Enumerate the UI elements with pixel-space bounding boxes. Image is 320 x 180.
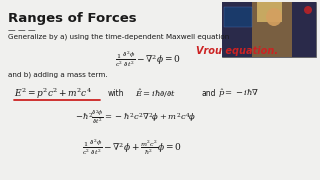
Circle shape — [304, 6, 312, 14]
Text: $E^2 = p^2c^2 + m^2c^4$: $E^2 = p^2c^2 + m^2c^4$ — [14, 87, 92, 101]
Bar — [257, 2, 282, 22]
Bar — [222, 2, 316, 57]
Text: $\frac{1}{c^2}\frac{\partial^2\phi}{\partial t^2} - \nabla^2\phi + \frac{m^2c^2}: $\frac{1}{c^2}\frac{\partial^2\phi}{\par… — [82, 137, 182, 157]
Text: $\hat{E} = i\hbar\partial/\partial t$: $\hat{E} = i\hbar\partial/\partial t$ — [135, 87, 176, 100]
Text: — — —: — — — — [8, 26, 36, 35]
Text: Ranges of Forces: Ranges of Forces — [8, 12, 137, 25]
Text: Vrou equation.: Vrou equation. — [196, 46, 278, 56]
Text: and: and — [202, 89, 217, 98]
Text: $\frac{1}{c^2}\frac{\partial^2\phi}{\partial t^2} - \nabla^2\phi = 0$: $\frac{1}{c^2}\frac{\partial^2\phi}{\par… — [115, 49, 180, 69]
Text: Generalize by a) using the time-dependent Maxwell equation: Generalize by a) using the time-dependen… — [8, 34, 229, 40]
Text: $-\hbar^2\frac{\partial^2\phi}{\partial t^2} = -\hbar^2 c^2\nabla^2\phi + m^2c^4: $-\hbar^2\frac{\partial^2\phi}{\partial … — [75, 108, 196, 126]
Bar — [224, 7, 252, 27]
Bar — [252, 2, 292, 57]
FancyBboxPatch shape — [222, 2, 316, 57]
Text: with: with — [108, 89, 124, 98]
Ellipse shape — [266, 8, 282, 26]
Text: and b) adding a mass term.: and b) adding a mass term. — [8, 72, 108, 78]
Text: $\hat{p} = -i\hbar\nabla$: $\hat{p} = -i\hbar\nabla$ — [218, 87, 260, 100]
